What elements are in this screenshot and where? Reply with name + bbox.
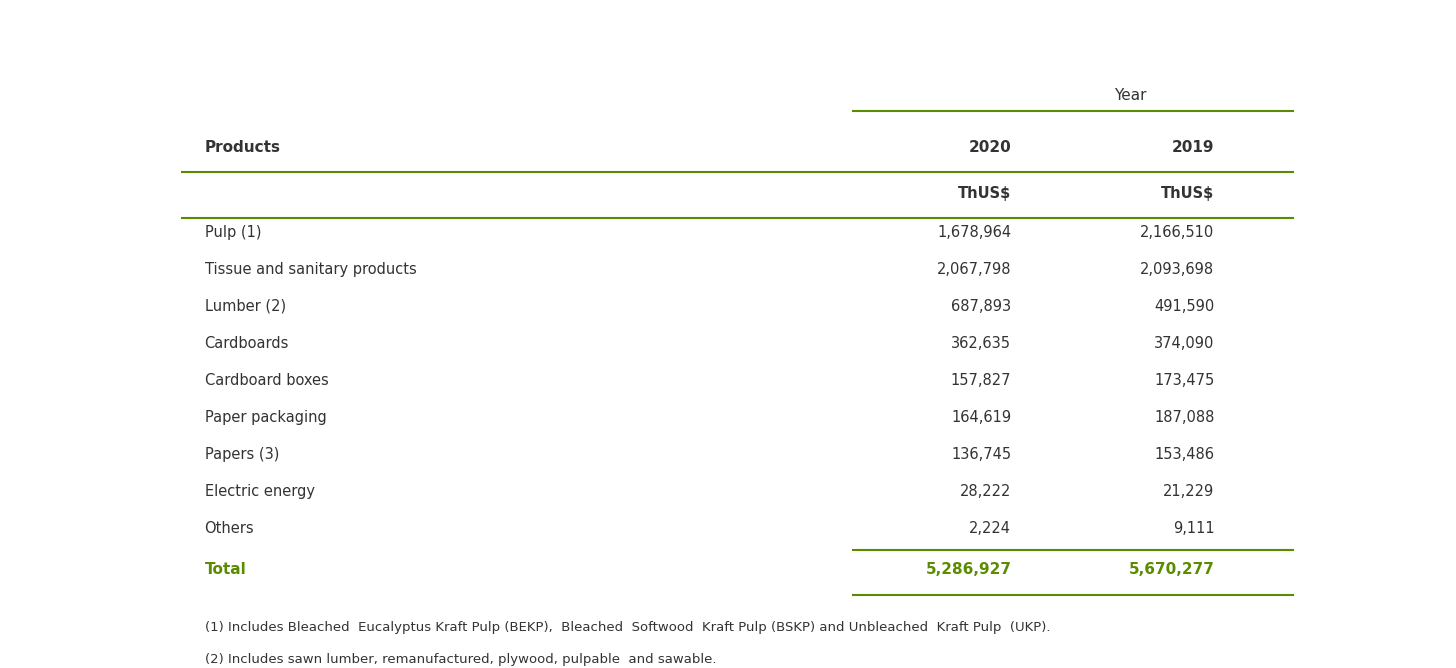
- Text: (2) Includes sawn lumber, remanufactured, plywood, pulpable  and sawable.: (2) Includes sawn lumber, remanufactured…: [204, 653, 716, 667]
- Text: 362,635: 362,635: [951, 336, 1012, 351]
- Text: 374,090: 374,090: [1155, 336, 1214, 351]
- Text: 2,166,510: 2,166,510: [1140, 225, 1214, 240]
- Text: Cardboard boxes: Cardboard boxes: [204, 373, 328, 388]
- Text: 153,486: 153,486: [1155, 447, 1214, 462]
- Text: 2020: 2020: [968, 140, 1012, 154]
- Text: Total: Total: [204, 562, 246, 577]
- Text: 2,067,798: 2,067,798: [936, 262, 1012, 277]
- Text: 28,222: 28,222: [960, 484, 1012, 499]
- Text: Lumber (2): Lumber (2): [204, 299, 285, 314]
- Text: 2,224: 2,224: [970, 521, 1012, 536]
- Text: Products: Products: [204, 140, 281, 154]
- Text: Pulp (1): Pulp (1): [204, 225, 261, 240]
- Text: 9,111: 9,111: [1174, 521, 1214, 536]
- Text: Tissue and sanitary products: Tissue and sanitary products: [204, 262, 416, 277]
- Text: 21,229: 21,229: [1163, 484, 1214, 499]
- Text: Electric energy: Electric energy: [204, 484, 314, 499]
- Text: 173,475: 173,475: [1155, 373, 1214, 388]
- Text: Cardboards: Cardboards: [204, 336, 288, 351]
- Text: ThUS$: ThUS$: [958, 186, 1012, 201]
- Text: Paper packaging: Paper packaging: [204, 410, 326, 425]
- Text: 157,827: 157,827: [951, 373, 1012, 388]
- Text: Papers (3): Papers (3): [204, 447, 280, 462]
- Text: 5,286,927: 5,286,927: [926, 562, 1012, 577]
- Text: Year: Year: [1114, 88, 1146, 104]
- Text: ThUS$: ThUS$: [1162, 186, 1214, 201]
- Text: 1,678,964: 1,678,964: [938, 225, 1012, 240]
- Text: 687,893: 687,893: [951, 299, 1012, 314]
- Text: 491,590: 491,590: [1155, 299, 1214, 314]
- Text: 187,088: 187,088: [1155, 410, 1214, 425]
- Text: 164,619: 164,619: [951, 410, 1012, 425]
- Text: 2019: 2019: [1172, 140, 1214, 154]
- Text: 2,093,698: 2,093,698: [1140, 262, 1214, 277]
- Text: Others: Others: [204, 521, 255, 536]
- Text: 136,745: 136,745: [951, 447, 1012, 462]
- Text: 5,670,277: 5,670,277: [1128, 562, 1214, 577]
- Text: (1) Includes Bleached  Eucalyptus Kraft Pulp (BEKP),  Bleached  Softwood  Kraft : (1) Includes Bleached Eucalyptus Kraft P…: [204, 621, 1050, 635]
